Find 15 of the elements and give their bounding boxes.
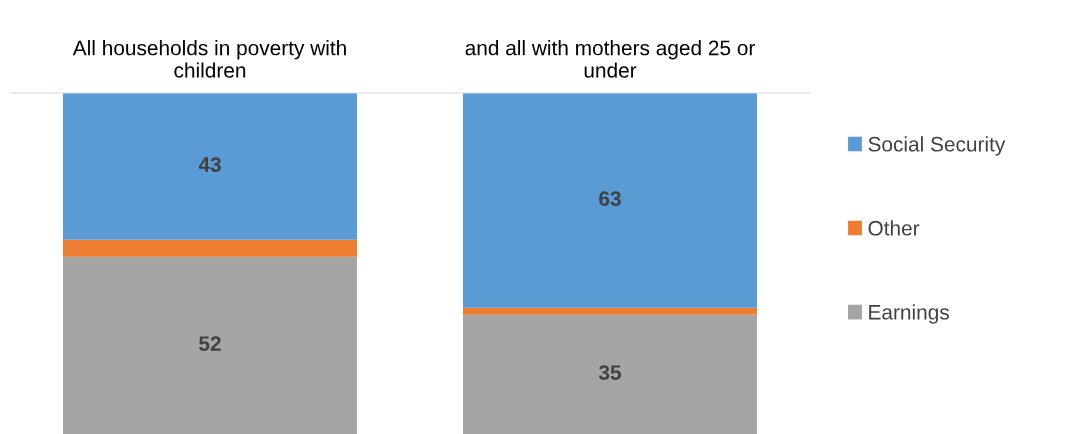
bar	[63, 256, 357, 434]
data-label: 52	[199, 336, 221, 351]
data-label: 43	[198, 157, 221, 172]
bar	[63, 239, 357, 257]
legend-label: Social Security	[868, 136, 1006, 156]
legend-label: Earnings	[869, 304, 949, 324]
bar	[463, 307, 757, 315]
bar	[463, 93, 757, 308]
legend-label: Other	[868, 220, 920, 236]
bar	[63, 93, 357, 240]
x-tick-label: and all with mothers aged 25 or under	[465, 40, 756, 78]
data-label: 35	[598, 365, 622, 380]
bar	[463, 314, 757, 434]
x-tick-label: All households in poverty with children	[72, 40, 346, 78]
data-label: 63	[599, 191, 621, 207]
